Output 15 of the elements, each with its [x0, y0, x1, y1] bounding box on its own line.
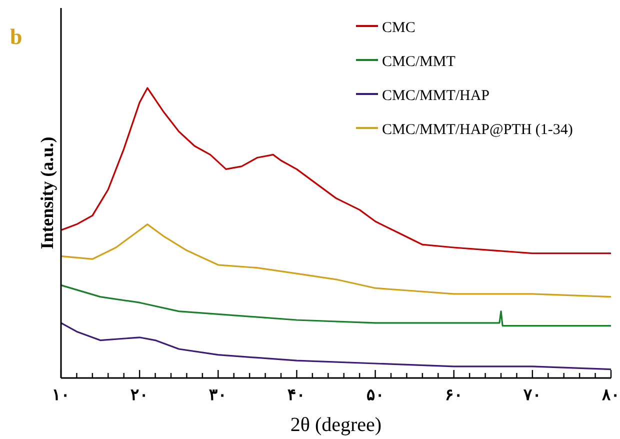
- x-tick-label: ۶۰: [444, 387, 463, 404]
- legend-label: CMC/MMT: [382, 54, 456, 70]
- x-tick-label: ۲۰: [130, 387, 149, 404]
- legend-label: CMC: [382, 20, 416, 36]
- legend-label: CMC/MMT/HAP: [382, 88, 490, 104]
- x-axis-title: 2θ (degree): [290, 414, 382, 436]
- text: b: [10, 24, 22, 49]
- x-tick-label: ۴۰: [288, 387, 306, 404]
- legend-label: CMC/MMT/HAP@PTH (1-34): [382, 122, 573, 138]
- y-axis-title: Intensity (a.u.): [37, 136, 57, 250]
- x-tick-label: ۷۰: [522, 387, 542, 404]
- x-tick-label: ۸۰: [601, 387, 620, 404]
- x-tick-label: ۱۰: [52, 387, 70, 404]
- x-tick-label: ۵۰: [366, 387, 384, 404]
- x-tick-label: ۳۰: [209, 387, 228, 404]
